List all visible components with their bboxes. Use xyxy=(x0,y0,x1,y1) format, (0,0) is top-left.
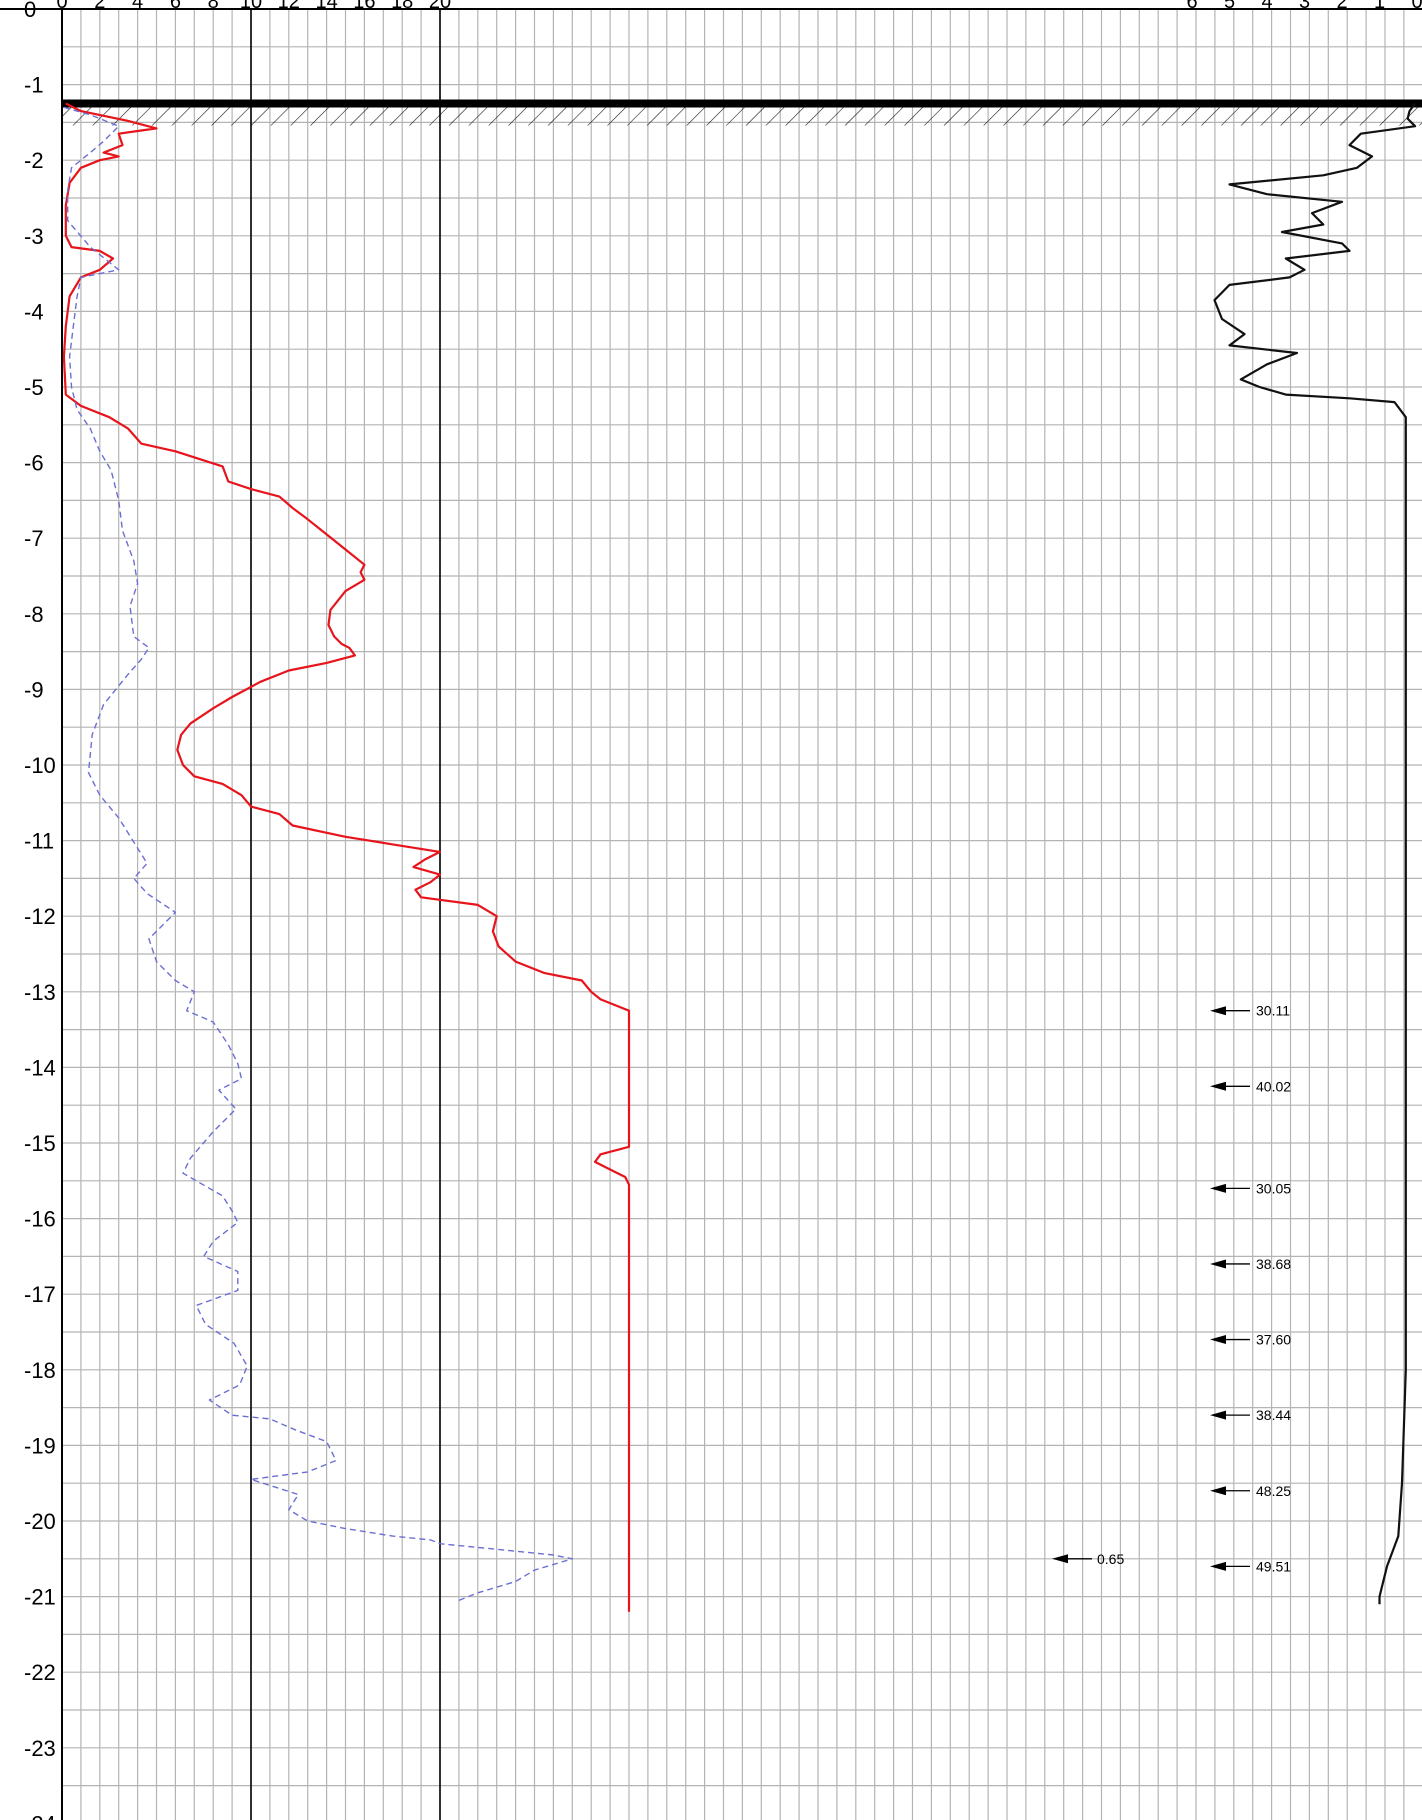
annotation-marker: 37.60 xyxy=(1210,1332,1291,1348)
y-tick-label: -4 xyxy=(24,299,44,324)
y-tick-label: 0 xyxy=(24,0,36,22)
annotation-value: 49.51 xyxy=(1256,1558,1291,1574)
x-tick-label: 2 xyxy=(94,0,105,13)
y-tick-label: -20 xyxy=(24,1509,56,1534)
annotation-marker: 30.11 xyxy=(1210,1003,1290,1019)
x2-tick-label: 0 xyxy=(1411,0,1422,13)
chart-series xyxy=(62,102,1417,1612)
y-tick-label: -15 xyxy=(24,1131,56,1156)
annotation-value: 40.02 xyxy=(1256,1078,1291,1094)
x-tick-label: 12 xyxy=(278,0,300,13)
chart-grid xyxy=(61,8,1422,1820)
y-tick-label: -24 xyxy=(24,1811,56,1820)
annotation-marker: 38.68 xyxy=(1210,1256,1291,1272)
chart-axes xyxy=(0,8,1422,1820)
y-tick-label: -13 xyxy=(24,980,56,1005)
series-line-2 xyxy=(63,106,573,1602)
annotation-value: 30.05 xyxy=(1256,1180,1291,1196)
y-tick-label: -22 xyxy=(24,1660,56,1685)
y-tick-label: -1 xyxy=(24,73,44,98)
y-tick-label: -5 xyxy=(24,375,44,400)
annotation-value: 30.11 xyxy=(1256,1003,1290,1019)
y-tick-label: -6 xyxy=(24,451,44,476)
x-tick-label: 16 xyxy=(353,0,375,13)
x-tick-label: 4 xyxy=(132,0,143,13)
annotation-marker: 49.51 xyxy=(1210,1558,1291,1574)
annotation-value: 48.25 xyxy=(1256,1483,1291,1499)
annotation-value: 38.44 xyxy=(1256,1407,1291,1423)
y-tick-label: -2 xyxy=(24,148,44,173)
x2-tick-label: 5 xyxy=(1224,0,1235,13)
y-tick-label: -8 xyxy=(24,602,44,627)
x2-tick-label: 1 xyxy=(1374,0,1385,13)
series-line-1 xyxy=(62,102,631,1612)
y-tick-label: -14 xyxy=(24,1055,56,1080)
annotation-arrow-head xyxy=(1210,1081,1226,1091)
annotation-marker: 40.02 xyxy=(1210,1078,1291,1094)
x-tick-label: 6 xyxy=(170,0,181,13)
annotation-arrow-head xyxy=(1210,1410,1226,1420)
x-tick-label: 14 xyxy=(315,0,337,13)
annotation-value: 38.68 xyxy=(1256,1256,1291,1272)
y-tick-label: -16 xyxy=(24,1207,56,1232)
annotation-arrow-head xyxy=(1210,1006,1226,1016)
y-tick-label: -9 xyxy=(24,677,44,702)
y-tick-label: -23 xyxy=(24,1736,56,1761)
chart-tick-labels: 0 -1 -2 -3 -4 -5 -6 -7 -8 -9 -10 -11 -12 -13 -14 -15 -16… xyxy=(24,0,1422,1820)
x2-tick-label: 2 xyxy=(1336,0,1347,13)
annotation-value: 0.65 xyxy=(1097,1551,1124,1567)
y-tick-label: -11 xyxy=(24,829,54,854)
annotation-arrow-head xyxy=(1052,1554,1068,1564)
annotation-marker: 38.44 xyxy=(1210,1407,1291,1423)
annotation-arrow-head xyxy=(1210,1486,1226,1496)
x-tick-label: 8 xyxy=(208,0,219,13)
x2-tick-label: 6 xyxy=(1186,0,1197,13)
annotation-arrow-head xyxy=(1210,1335,1226,1345)
y-tick-label: -7 xyxy=(24,526,44,551)
chart-annotations: 30.11 40.02 30.05 38.68 37.60 38.44 48.25 49.51… xyxy=(1052,1003,1291,1574)
y-tick-label: -3 xyxy=(24,224,44,249)
annotation-arrow-head xyxy=(1210,1561,1226,1571)
ground-hatch xyxy=(62,103,1422,126)
series-line-3 xyxy=(1213,102,1417,1605)
annotation-arrow-head xyxy=(1210,1259,1226,1269)
x2-tick-label: 3 xyxy=(1299,0,1310,13)
x-tick-label: 10 xyxy=(240,0,262,13)
y-tick-label: -12 xyxy=(24,904,56,929)
annotation-marker: 0.65 xyxy=(1052,1551,1124,1567)
y-tick-label: -19 xyxy=(24,1433,56,1458)
x-tick-label: 18 xyxy=(391,0,413,13)
y-tick-label: -17 xyxy=(24,1282,56,1307)
x-tick-label: 20 xyxy=(429,0,451,13)
annotation-value: 37.60 xyxy=(1256,1332,1291,1348)
annotation-arrow-head xyxy=(1210,1183,1226,1193)
y-tick-label: -21 xyxy=(24,1585,56,1610)
x-tick-label: 0 xyxy=(56,0,67,13)
y-tick-label: -10 xyxy=(24,753,56,778)
ground-hatch-band xyxy=(62,103,1422,126)
x2-tick-label: 4 xyxy=(1261,0,1272,13)
annotation-marker: 30.05 xyxy=(1210,1180,1291,1196)
annotation-marker: 48.25 xyxy=(1210,1483,1291,1499)
y-tick-label: -18 xyxy=(24,1358,56,1383)
